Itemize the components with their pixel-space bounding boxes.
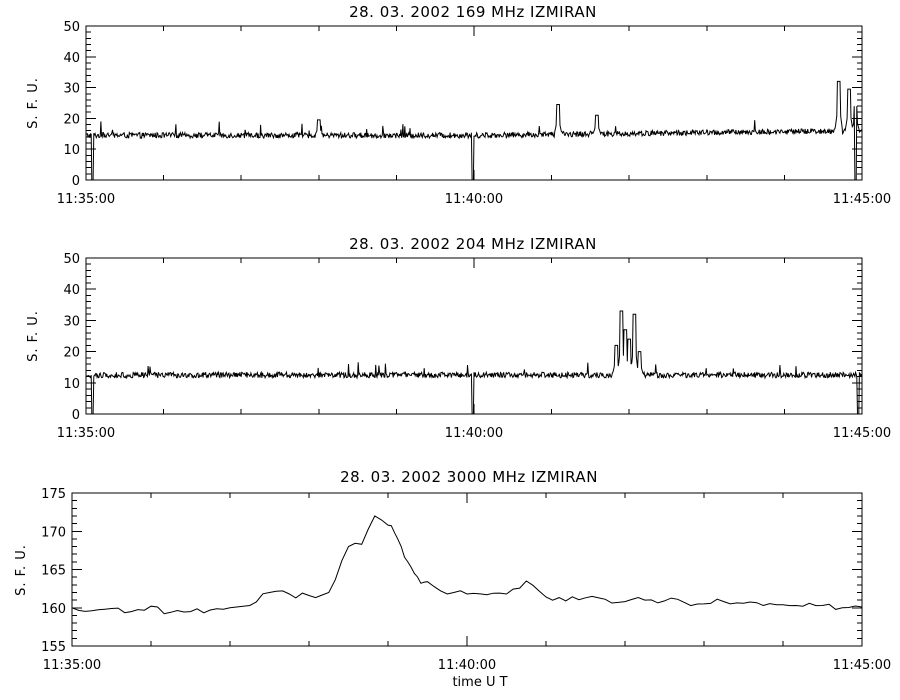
panel-title: 28. 03. 2002 204 MHz IZMIRAN bbox=[349, 235, 597, 253]
y-tick-label: 40 bbox=[63, 283, 80, 298]
plot-frame bbox=[71, 492, 863, 647]
y-tick-label: 40 bbox=[63, 51, 80, 66]
y-tick-label: 0 bbox=[72, 408, 80, 423]
y-tick-label: 155 bbox=[41, 640, 66, 655]
y-tick-label: 165 bbox=[41, 564, 66, 579]
y-tick-label: 30 bbox=[63, 314, 80, 329]
y-tick-label: 170 bbox=[41, 525, 66, 540]
y-tick-label: 10 bbox=[63, 143, 80, 158]
y-axis-label: S. F. U. bbox=[26, 310, 41, 362]
x-tick-label: 11:40:00 bbox=[438, 658, 496, 673]
y-tick-label: 50 bbox=[63, 20, 80, 35]
panel-3000mhz: 28. 03. 2002 3000 MHz IZMIRAN S. F. U. t… bbox=[14, 468, 891, 690]
y-tick-label: 10 bbox=[63, 377, 80, 392]
panel-169mhz: 28. 03. 2002 169 MHz IZMIRAN S. F. U. 0 1… bbox=[26, 3, 891, 207]
x-tick-label: 11:45:00 bbox=[833, 426, 891, 441]
y-axis-label: S. F. U. bbox=[14, 544, 29, 596]
panel-title: 28. 03. 2002 3000 MHz IZMIRAN bbox=[340, 468, 598, 486]
x-axis-label: time U T bbox=[452, 675, 507, 690]
y-tick-label: 0 bbox=[72, 174, 80, 189]
x-tick-label: 11:40:00 bbox=[445, 426, 503, 441]
y-tick-label: 175 bbox=[41, 487, 66, 502]
series-line bbox=[71, 515, 863, 615]
panel-title: 28. 03. 2002 169 MHz IZMIRAN bbox=[349, 3, 597, 21]
series-line bbox=[85, 310, 863, 415]
y-axis-label: S. F. U. bbox=[26, 77, 41, 129]
x-tick-label: 11:45:00 bbox=[833, 192, 891, 207]
y-tick-label: 50 bbox=[63, 252, 80, 267]
y-tick-label: 30 bbox=[63, 82, 80, 97]
x-tick-label: 11:40:00 bbox=[445, 192, 503, 207]
x-tick-label: 11:45:00 bbox=[833, 658, 891, 673]
panel-204mhz: 28. 03. 2002 204 MHz IZMIRAN S. F. U. 0 1… bbox=[26, 235, 891, 441]
x-tick-label: 11:35:00 bbox=[57, 426, 115, 441]
y-tick-label: 20 bbox=[63, 346, 80, 361]
series-line bbox=[85, 80, 863, 181]
y-tick-label: 20 bbox=[63, 112, 80, 127]
y-tick-label: 160 bbox=[41, 602, 66, 617]
x-tick-label: 11:35:00 bbox=[57, 192, 115, 207]
x-tick-label: 11:35:00 bbox=[43, 658, 101, 673]
